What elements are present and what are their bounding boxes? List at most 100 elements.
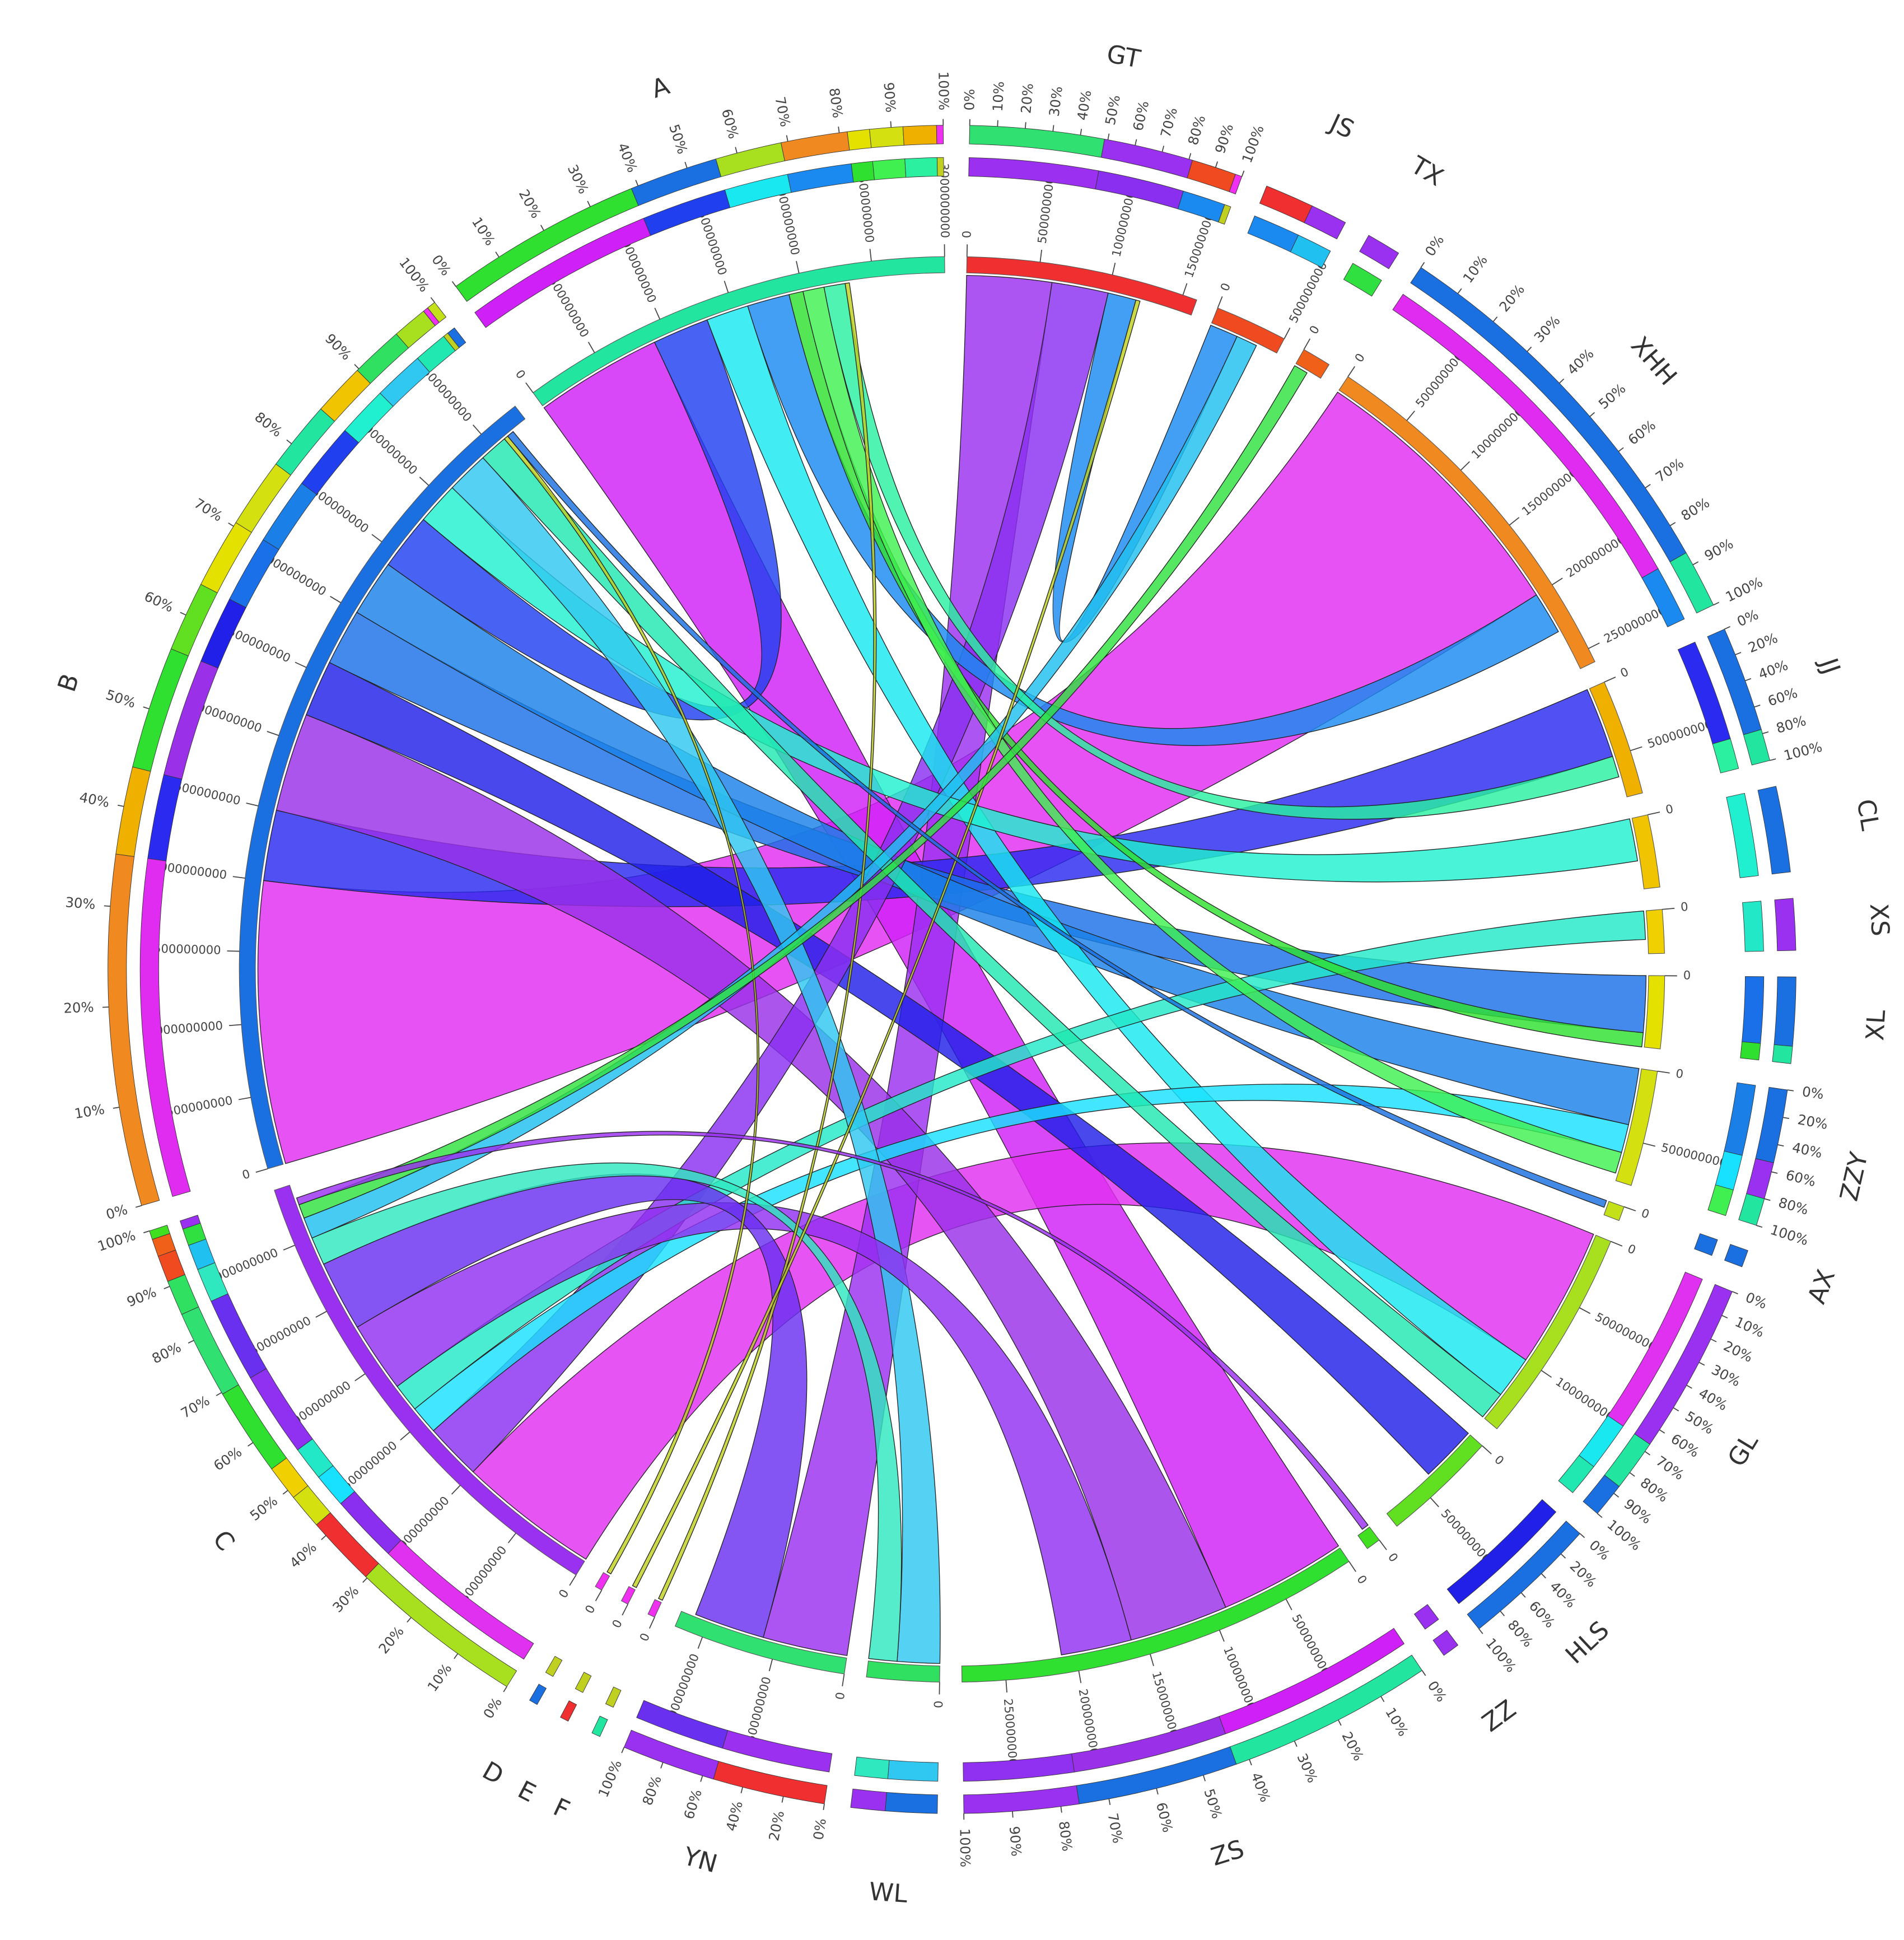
segment-arc [1295,349,1330,379]
percent-tick [1338,1719,1342,1726]
percent-tick [1589,412,1595,417]
percent-label: 60% [1153,1801,1176,1834]
composition-outer [1187,160,1236,192]
tick-mark [473,425,482,435]
composition-outer [885,1792,938,1814]
tick-label: 0 [240,1167,251,1182]
composition-outer [1757,786,1791,875]
percent-label: 40% [78,789,111,811]
tick-label: 0 [513,367,529,381]
composition-outer [1774,898,1796,952]
percent-tick [1421,1670,1426,1676]
percent-tick [407,1617,412,1623]
percent-label: 30% [1530,313,1563,346]
composition-outer [847,129,872,151]
tick-mark [295,661,307,668]
composition-outer [850,1788,887,1811]
ribbon [276,714,1226,1641]
percent-tick [890,121,892,128]
percent-label: 80% [1184,113,1208,147]
tick-label: 500000000 [165,1093,234,1119]
ribbons [257,274,1647,1664]
segment-arc [1386,1434,1483,1527]
segment-name: XL [1861,1009,1891,1041]
percent-label: 0% [1734,606,1761,629]
tick-mark [1430,1497,1439,1508]
percent-label: 10% [1459,252,1491,286]
composition-inner [1694,1233,1718,1256]
segment-arc [1211,307,1285,354]
percent-label: 10% [73,1101,106,1122]
percent-tick [1215,161,1219,168]
percent-label: 100% [1482,1635,1519,1675]
composition-outer [1583,1475,1620,1514]
composition-inner [147,774,183,861]
composition-outer [869,126,904,148]
ribbon [296,1131,1369,1530]
segment-arc [1484,1234,1612,1430]
tick-label: 0 [1626,1241,1638,1257]
percent-tick [1241,170,1245,177]
tick-mark [1219,1630,1225,1642]
segment-name: GT [1104,40,1143,74]
tick-label: 0 [1680,899,1688,914]
segment-name: YN [680,1842,721,1879]
percent-tick [354,363,360,370]
percent-label: 60% [142,588,176,615]
tick-mark [648,1617,655,1629]
percent-label: 50% [1102,94,1123,127]
percent-tick [781,1796,784,1803]
tick-mark [1623,1206,1636,1211]
composition-inner [904,157,938,178]
percent-tick [540,225,544,231]
percent-label: 60% [1668,1430,1702,1461]
percent-tick [1108,1798,1111,1805]
tick-label: 0 [833,1691,848,1701]
tick-mark [869,249,872,262]
tick-label: 500000000 [1646,717,1714,751]
percent-tick [1732,1291,1738,1295]
composition-outer [1304,206,1346,240]
percent-label: 90% [1006,1826,1025,1857]
percent-label: 70% [1158,106,1181,139]
composition-inner [1247,216,1299,253]
percent-tick [188,1340,194,1344]
composition-inner [605,1686,622,1708]
composition-inner [1707,1184,1734,1216]
composition-outer [167,1274,199,1315]
composition-outer [529,1683,547,1705]
tick-mark [1643,1142,1655,1147]
tick-mark [587,342,595,353]
composition-inner [1413,1604,1439,1630]
composition-inner [1724,1082,1756,1156]
composition-inner [1740,1041,1761,1061]
tick-mark [595,1589,603,1601]
tick-mark [451,1485,461,1495]
tick-mark [267,731,279,736]
percent-tick [1735,652,1742,655]
percent-label: 20% [1721,1337,1755,1365]
percent-label: 40% [723,1799,746,1833]
percent-label: 0% [104,1201,129,1223]
tick-mark [1284,327,1291,339]
percent-tick [1669,522,1676,526]
segment-arc [674,1611,847,1675]
percent-tick [1629,1472,1635,1477]
ribbon [306,662,1469,1475]
percent-tick [1771,1171,1778,1174]
composition-inner [1742,901,1764,952]
tick-mark [227,950,240,952]
percent-label: 40% [286,1539,320,1571]
percent-label: 80% [251,409,285,440]
percent-label: 70% [1653,1453,1687,1484]
percent-tick [1161,146,1164,152]
percent-label: 0% [961,88,978,110]
percent-label: 40% [1756,657,1790,683]
percent-label: 80% [1774,712,1808,736]
percent-tick [1080,129,1082,136]
tick-label: 0 [1492,1452,1507,1468]
percent-tick [1249,1759,1252,1766]
percent-tick [164,1286,170,1289]
percent-label: 100% [1239,123,1267,165]
tick-label: 0 [582,1602,598,1616]
